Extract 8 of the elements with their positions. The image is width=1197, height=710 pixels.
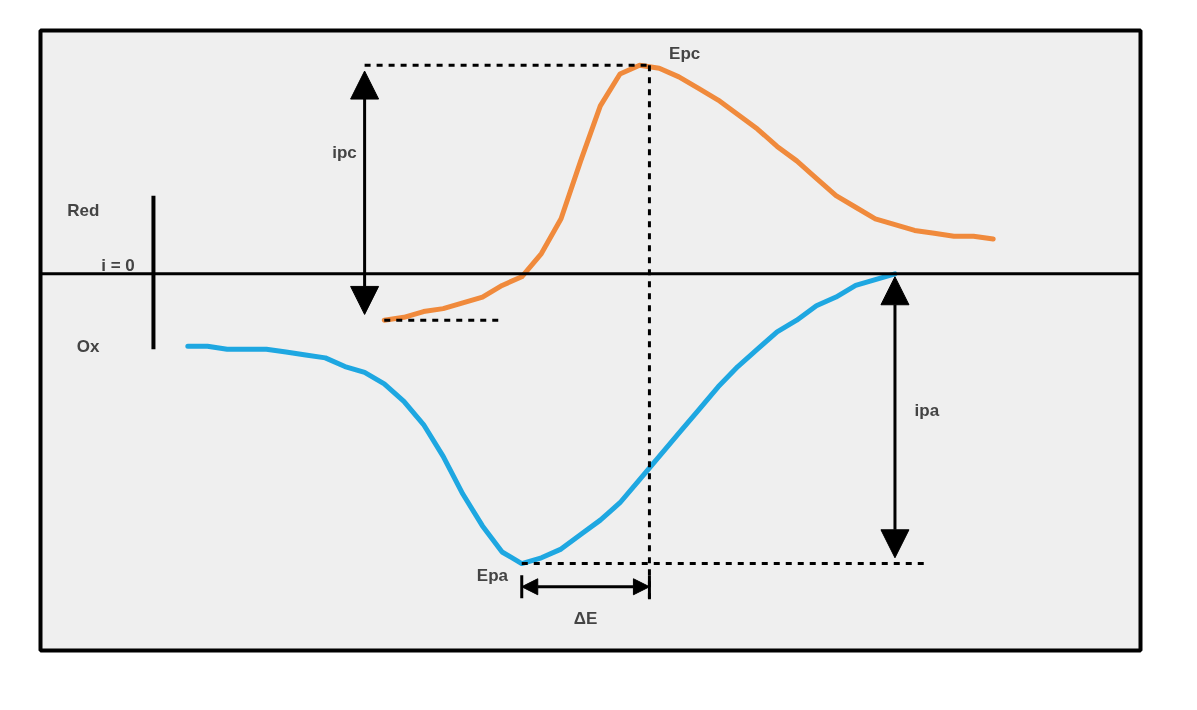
annotation: ipa [914,400,940,420]
text: i = 0 [101,255,135,275]
text: ΔE [573,609,598,629]
text: Red [67,200,100,220]
text: Epa [476,565,509,585]
annotation: ipc [332,142,357,162]
text: Epc [669,44,701,64]
text: Ox [76,336,100,356]
